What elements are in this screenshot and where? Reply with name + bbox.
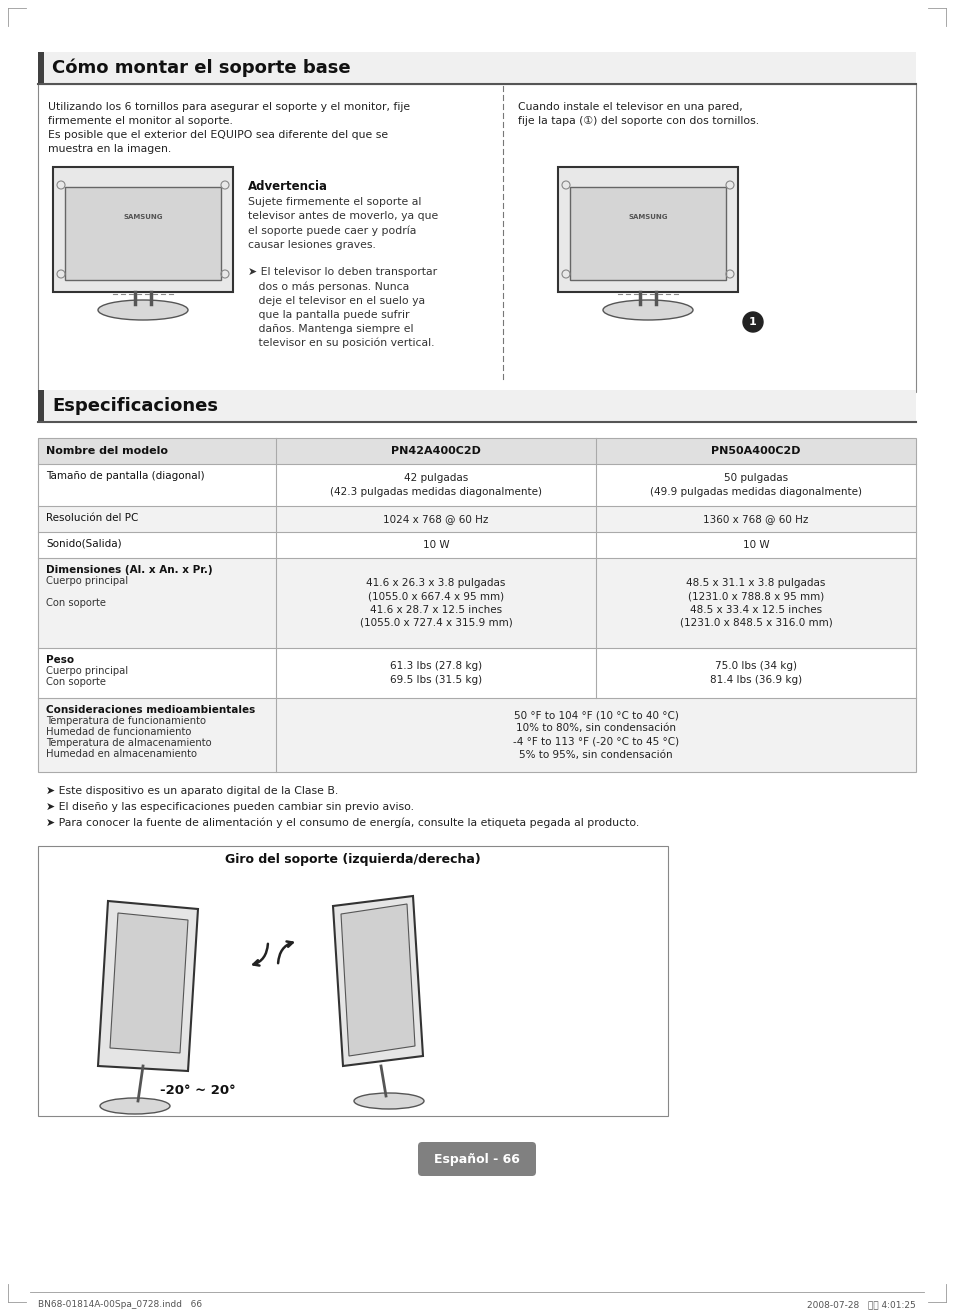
Bar — [38, 438, 915, 772]
Ellipse shape — [354, 1093, 423, 1110]
Text: Sonido(Salida): Sonido(Salida) — [46, 538, 121, 549]
Text: Resolución del PC: Resolución del PC — [46, 514, 138, 523]
Text: 2008-07-28   오후 4:01:25: 2008-07-28 오후 4:01:25 — [806, 1300, 915, 1309]
Text: 61.3 lbs (27.8 kg)
69.5 lbs (31.5 kg): 61.3 lbs (27.8 kg) 69.5 lbs (31.5 kg) — [390, 662, 481, 685]
Text: Cuerpo principal: Cuerpo principal — [46, 665, 128, 676]
Text: Cuando instale el televisor en una pared,
fije la tapa (①) del soporte con dos t: Cuando instale el televisor en una pared… — [517, 102, 759, 126]
Text: Peso: Peso — [46, 655, 74, 665]
Text: 10 W: 10 W — [741, 540, 768, 550]
Text: 42 pulgadas
(42.3 pulgadas medidas diagonalmente): 42 pulgadas (42.3 pulgadas medidas diago… — [330, 473, 541, 496]
Bar — [38, 52, 915, 84]
Text: 1360 x 768 @ 60 Hz: 1360 x 768 @ 60 Hz — [702, 514, 808, 524]
Bar — [65, 187, 221, 280]
Text: Nombre del modelo: Nombre del modelo — [46, 445, 168, 456]
Bar — [38, 532, 915, 558]
Text: Con soporte: Con soporte — [46, 597, 106, 608]
Text: Consideraciones medioambientales: Consideraciones medioambientales — [46, 705, 255, 715]
Text: SAMSUNG: SAMSUNG — [628, 214, 667, 220]
Bar — [38, 698, 915, 772]
Text: Humedad en almacenamiento: Humedad en almacenamiento — [46, 749, 196, 758]
Polygon shape — [333, 896, 422, 1066]
Text: Tamaño de pantalla (diagonal): Tamaño de pantalla (diagonal) — [46, 472, 204, 481]
Text: 50 °F to 104 °F (10 °C to 40 °C)
10% to 80%, sin condensación
-4 °F to 113 °F (-: 50 °F to 104 °F (10 °C to 40 °C) 10% to … — [513, 710, 679, 760]
Polygon shape — [98, 901, 198, 1072]
Text: PN50A400C2D: PN50A400C2D — [711, 445, 800, 456]
Text: Sujete firmemente el soporte al
televisor antes de moverlo, ya que
el soporte pu: Sujete firmemente el soporte al televiso… — [248, 196, 437, 250]
Text: ➤ Este dispositivo es un aparato digital de la Clase B.: ➤ Este dispositivo es un aparato digital… — [46, 786, 338, 796]
Text: 48.5 x 31.1 x 3.8 pulgadas
(1231.0 x 788.8 x 95 mm)
48.5 x 33.4 x 12.5 inches
(1: 48.5 x 31.1 x 3.8 pulgadas (1231.0 x 788… — [679, 578, 832, 627]
Bar — [38, 390, 44, 422]
Text: Español - 66: Español - 66 — [434, 1153, 519, 1166]
Bar — [38, 464, 915, 506]
Bar — [38, 506, 915, 532]
Text: Giro del soporte (izquierda/derecha): Giro del soporte (izquierda/derecha) — [225, 854, 480, 866]
Bar — [38, 648, 915, 698]
Text: 10 W: 10 W — [422, 540, 449, 550]
Text: Temperatura de funcionamiento: Temperatura de funcionamiento — [46, 717, 206, 726]
Text: Humedad de funcionamiento: Humedad de funcionamiento — [46, 727, 192, 738]
Text: ➤ El diseño y las especificaciones pueden cambiar sin previo aviso.: ➤ El diseño y las especificaciones puede… — [46, 802, 414, 812]
Bar — [38, 438, 915, 772]
Text: Cuerpo principal: Cuerpo principal — [46, 576, 128, 586]
Bar — [38, 558, 915, 648]
Text: ➤ Para conocer la fuente de alimentación y el consumo de energía, consulte la et: ➤ Para conocer la fuente de alimentación… — [46, 817, 639, 828]
Text: Utilizando los 6 tornillos para asegurar el soporte y el monitor, fije
firmement: Utilizando los 6 tornillos para asegurar… — [48, 102, 410, 155]
Circle shape — [742, 312, 762, 331]
Ellipse shape — [100, 1098, 170, 1114]
Text: 50 pulgadas
(49.9 pulgadas medidas diagonalmente): 50 pulgadas (49.9 pulgadas medidas diago… — [649, 473, 862, 496]
Text: 1: 1 — [748, 317, 756, 328]
Bar — [38, 52, 44, 84]
Bar — [558, 166, 738, 292]
Text: Especificaciones: Especificaciones — [52, 397, 218, 415]
Text: ➤ El televisor lo deben transportar
   dos o más personas. Nunca
   deje el tele: ➤ El televisor lo deben transportar dos … — [248, 267, 436, 348]
Polygon shape — [110, 913, 188, 1053]
FancyBboxPatch shape — [417, 1142, 536, 1176]
Bar — [38, 84, 915, 392]
Text: SAMSUNG: SAMSUNG — [123, 214, 163, 220]
Bar — [38, 846, 667, 874]
Polygon shape — [340, 904, 415, 1056]
Bar — [38, 438, 915, 464]
Bar — [569, 187, 725, 280]
Bar — [38, 846, 667, 1116]
Text: PN42A400C2D: PN42A400C2D — [391, 445, 480, 456]
Text: Cómo montar el soporte base: Cómo montar el soporte base — [52, 59, 351, 77]
Ellipse shape — [602, 300, 692, 320]
Text: 41.6 x 26.3 x 3.8 pulgadas
(1055.0 x 667.4 x 95 mm)
41.6 x 28.7 x 12.5 inches
(1: 41.6 x 26.3 x 3.8 pulgadas (1055.0 x 667… — [359, 578, 512, 627]
Text: BN68-01814A-00Spa_0728.indd   66: BN68-01814A-00Spa_0728.indd 66 — [38, 1300, 202, 1309]
Text: -20° ~ 20°: -20° ~ 20° — [160, 1083, 235, 1096]
Text: Temperatura de almacenamiento: Temperatura de almacenamiento — [46, 738, 212, 748]
Text: Con soporte: Con soporte — [46, 677, 106, 686]
Bar — [53, 166, 233, 292]
Bar — [38, 390, 915, 422]
Text: 75.0 lbs (34 kg)
81.4 lbs (36.9 kg): 75.0 lbs (34 kg) 81.4 lbs (36.9 kg) — [709, 662, 801, 685]
Text: 1024 x 768 @ 60 Hz: 1024 x 768 @ 60 Hz — [383, 514, 488, 524]
Text: Advertencia: Advertencia — [248, 179, 328, 193]
Text: Dimensiones (Al. x An. x Pr.): Dimensiones (Al. x An. x Pr.) — [46, 565, 213, 575]
Ellipse shape — [98, 300, 188, 320]
